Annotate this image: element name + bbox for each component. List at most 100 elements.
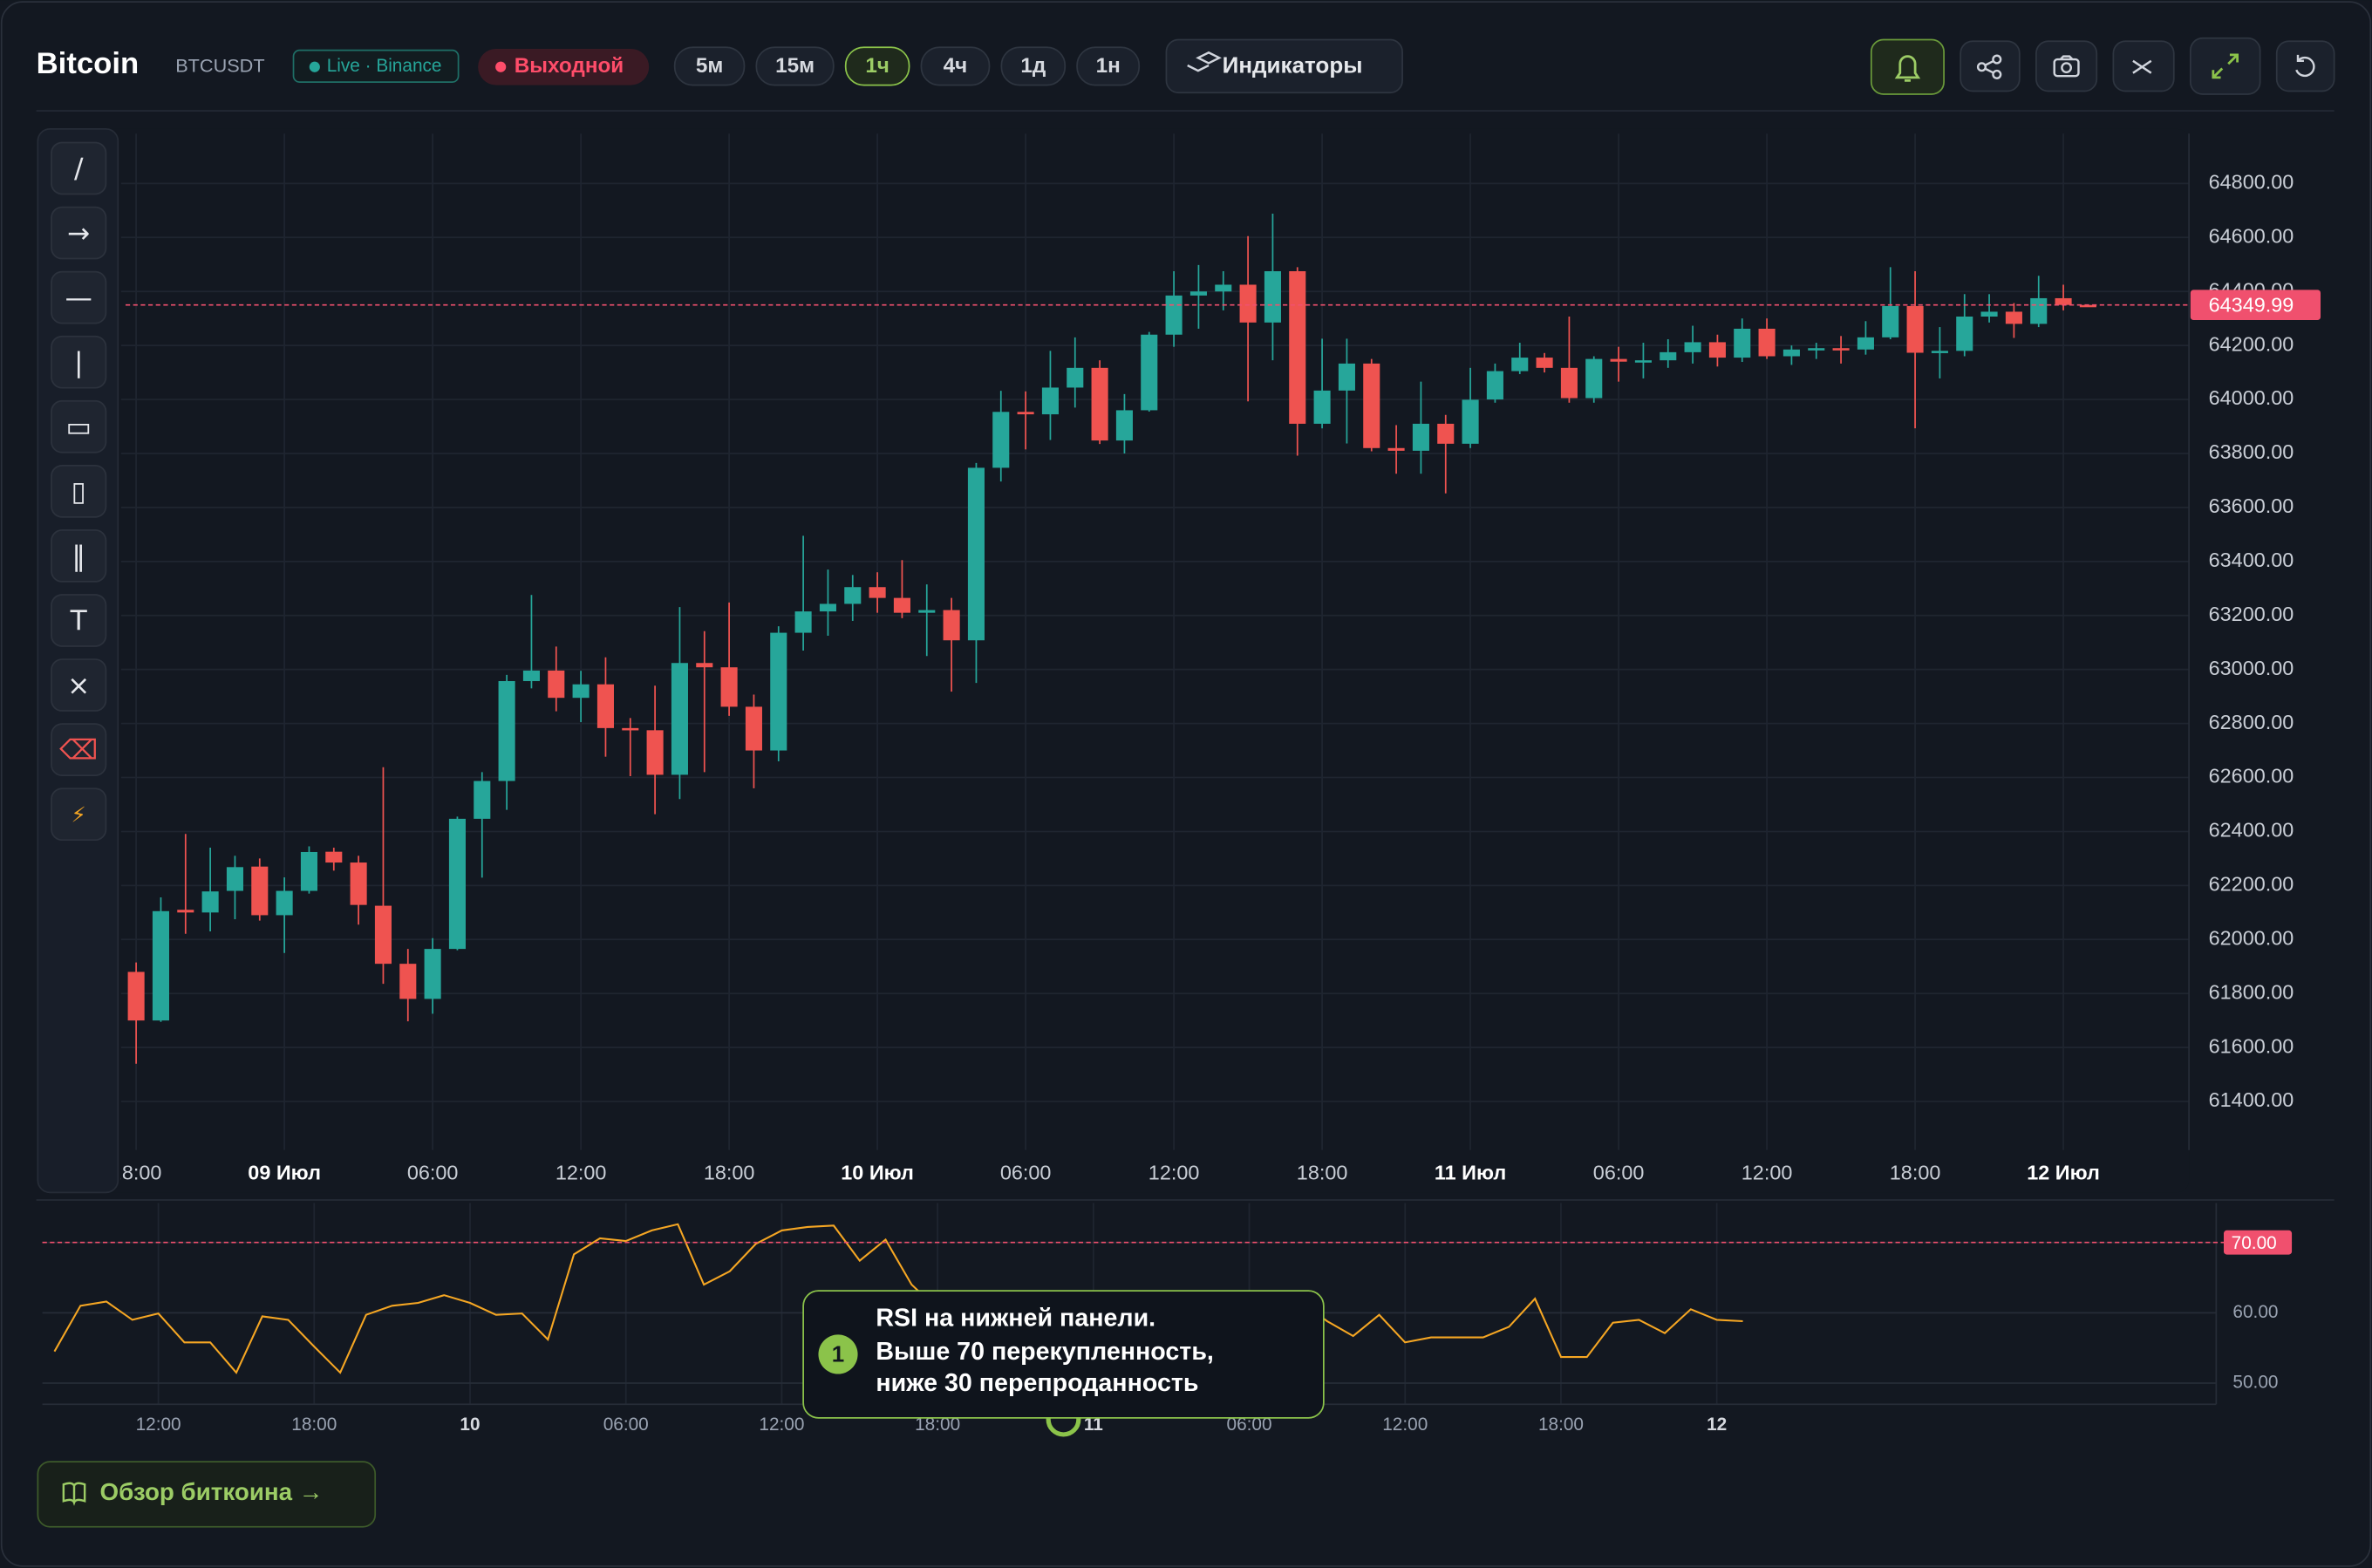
candle-body [1906,305,1924,353]
overbought-label: 70.00 [2232,1233,2277,1253]
x-tick-label: 11 Июл [1435,1162,1506,1184]
x-tick-label: 10 [460,1415,480,1435]
candle-body [1412,423,1429,451]
candle-body [399,964,417,999]
tool-icon: | [74,347,84,378]
status-dot [495,61,507,72]
indicators-button[interactable] [1165,38,1403,94]
tool-button[interactable] [51,270,107,324]
candle-body [1189,291,1207,296]
status-text: Выходной [515,54,624,78]
candle-body [1313,390,1331,424]
candle-body [1808,348,1825,351]
candle-body [869,587,886,598]
y-tick-label: 61600.00 [2209,1034,2294,1057]
candle-body [1091,367,1108,441]
tool-icon: → [67,218,90,249]
x-tick-label: 18:00 [704,1162,755,1184]
x-tick-label: 18:00 [1297,1162,1348,1184]
x-tick-label: 10 Июл [841,1162,914,1184]
tool-button[interactable] [51,399,107,453]
timeframe-label: 1н [1096,54,1121,78]
layers-icon [1187,51,1222,72]
fullscreen-button[interactable] [2189,37,2261,95]
screenshot-button[interactable] [2035,40,2098,92]
candle-body [2005,311,2022,324]
candle-body [1437,423,1455,444]
overview-button[interactable] [37,1461,377,1528]
candle-body [325,851,343,863]
candle-body [696,663,713,668]
candle-body [2030,297,2048,324]
current-price-box [2190,290,2321,321]
live-dot [309,61,320,72]
tool-button[interactable] [51,464,107,518]
x-tick-label: 06:00 [603,1415,649,1435]
candle-body [424,949,441,999]
tool-button[interactable] [51,141,107,195]
compare-icon [2132,59,2152,74]
timeframe-button[interactable] [844,46,910,86]
timeframe-button[interactable] [673,46,746,86]
tooltip-line: Выше 70 перекупленность, [876,1338,1213,1366]
candle-body [522,670,540,681]
y-tick-label: 63000.00 [2209,657,2294,679]
tool-button[interactable] [51,658,107,712]
y-tick-label: 60.00 [2232,1302,2278,1322]
x-tick-label: 06:00 [1000,1162,1052,1184]
tooltip [802,1290,1325,1419]
tool-button[interactable] [51,787,107,842]
tool-button[interactable] [51,335,107,389]
candle-body [794,611,812,633]
candle-body [1560,367,1578,399]
tool-icon: ▭ [65,412,92,443]
timeframe-button[interactable] [1076,46,1141,86]
timeframe-label: 15м [775,54,815,78]
timeframe-button[interactable] [755,46,835,86]
tool-button[interactable] [51,529,107,583]
tool-button[interactable] [51,206,107,260]
rsi-line [53,1223,1743,1374]
tooltip-badge [818,1334,858,1374]
tool-button[interactable] [51,594,107,647]
candle-body [819,603,836,612]
reset-button[interactable] [2275,40,2335,92]
x-tick-label: 11 [1084,1415,1103,1435]
timeframe-button[interactable] [920,46,991,86]
y-tick-label: 62400.00 [2209,819,2294,842]
tooltip-line: ниже 30 перепроданность [876,1369,1198,1397]
candle-body [893,597,910,613]
candle-body [1857,337,1874,350]
tools: / → — | ▭ ▯ ‖ T × ⌫ ⚡ [51,141,107,842]
alert-button[interactable] [1870,38,1945,95]
x-tick-label: 12:00 [1742,1162,1793,1184]
price-chart: 18:00 09 Июл 06:00 12:00 18:00 10 Июл 06:00 12:… [120,133,2321,1184]
x-tick-label: 09 Июл [248,1162,321,1184]
candle-body [844,587,862,604]
candle-body [1264,270,1281,323]
candle-body [1708,342,1726,358]
timeframe-button[interactable] [1000,46,1067,86]
overbought-box [2224,1230,2293,1255]
timeframe-label: 1д [1020,54,1046,78]
y-tick-label: 62800.00 [2209,711,2294,733]
candle-body [1956,317,1973,351]
book-icon [62,1482,86,1506]
y-tick-label: 50.00 [2232,1373,2278,1393]
y-tick-label: 63800.00 [2209,440,2294,463]
y-tick-label: 63600.00 [2209,494,2294,517]
candle-body [1758,328,1776,357]
candle-body [2055,297,2072,305]
share-button[interactable] [1960,40,2021,92]
candle-body [548,670,565,699]
bell-icon [1894,55,1921,82]
plot-area [120,133,2190,1150]
x-axis: 18:00 09 Июл 06:00 12:00 18:00 10 Июл 06:00 12:… [121,1162,2100,1184]
tool-button[interactable] [51,723,107,776]
x-tick-label: 12 [1707,1415,1727,1435]
tool-icon: ‖ [72,541,85,572]
x-tick-label: 12:00 [1149,1162,1200,1184]
candle-body [745,706,762,751]
x-tick-label: 06:00 [407,1162,459,1184]
